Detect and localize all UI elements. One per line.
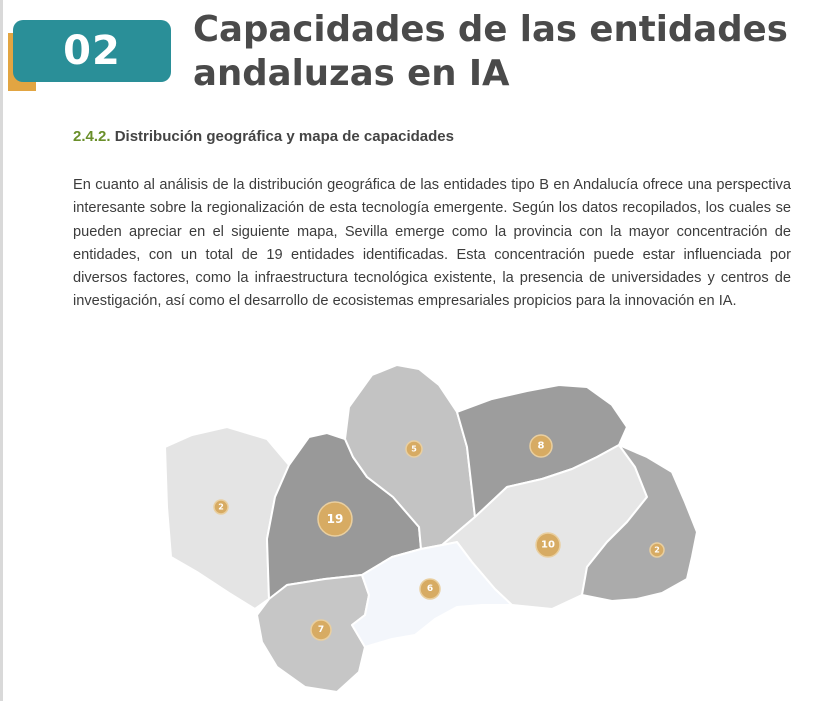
marker-cadiz: 7 (310, 619, 332, 641)
title-line-2: andaluzas en IA (193, 53, 510, 94)
marker-sevilla: 19 (317, 501, 353, 537)
section-heading: 2.4.2. Distribución geográfica y mapa de… (73, 128, 454, 145)
page-edge (0, 0, 3, 701)
marker-cordoba: 5 (405, 440, 423, 458)
page-title: Capacidades de las entidades andaluzas e… (193, 8, 788, 96)
marker-huelva: 2 (213, 499, 229, 515)
count-cadiz: 7 (318, 625, 324, 635)
count-sevilla: 19 (327, 512, 344, 526)
marker-almeria: 2 (649, 542, 665, 558)
count-almeria: 2 (654, 546, 660, 555)
count-cordoba: 5 (411, 445, 417, 454)
count-huelva: 2 (218, 503, 224, 512)
andalusia-map: 2 19 7 5 6 8 10 2 (164, 364, 698, 693)
section-title: Distribución geográfica y mapa de capaci… (114, 128, 454, 145)
section-number: 2.4.2. (73, 128, 111, 145)
province-almeria (581, 444, 698, 602)
body-paragraph: En cuanto al análisis de la distribución… (73, 177, 791, 310)
marker-granada: 10 (535, 532, 561, 558)
count-malaga: 6 (427, 584, 433, 594)
count-jaen: 8 (538, 441, 545, 452)
marker-jaen: 8 (529, 434, 553, 458)
marker-malaga: 6 (419, 578, 441, 600)
chapter-badge: 02 (13, 20, 171, 82)
title-line-1: Capacidades de las entidades (193, 9, 788, 50)
count-granada: 10 (541, 540, 555, 551)
